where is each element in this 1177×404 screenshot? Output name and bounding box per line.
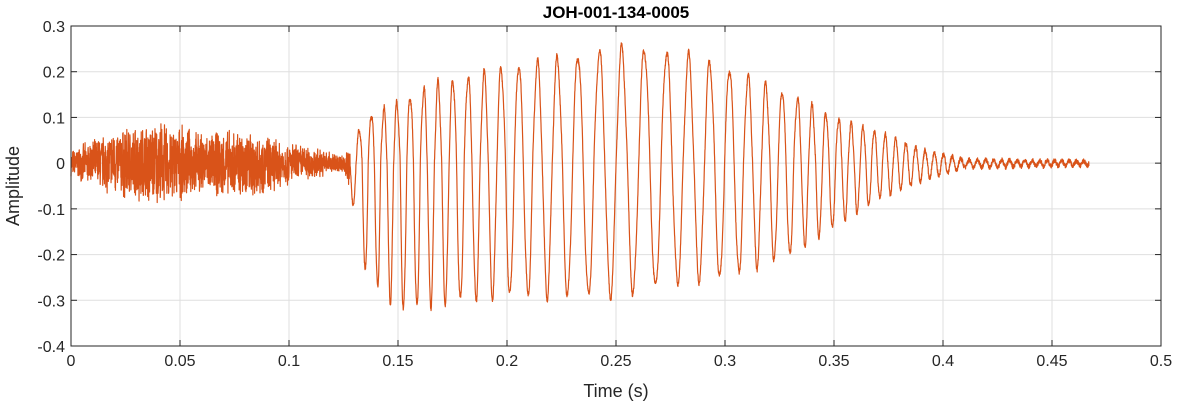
x-tick-label: 0.25 [600,353,631,370]
x-tick-label: 0.5 [1150,353,1172,370]
x-axis-label: Time (s) [583,381,648,401]
x-tick-label: 0.4 [932,353,954,370]
waveform-line [70,42,1090,312]
y-tick-labels: -0.4 -0.3 -0.2 -0.1 0 0.1 0.2 0.3 [37,19,65,356]
y-tick-label: 0.2 [43,65,65,82]
waveform-series [70,42,1090,312]
chart-title: JOH-001-134-0005 [543,3,689,22]
y-tick-label: 0 [56,156,65,173]
plot-frame [70,25,1162,347]
y-tick-label: -0.3 [37,293,65,310]
x-tick-label: 0.2 [496,353,518,370]
x-tick-label: 0.15 [382,353,413,370]
x-tick-label: 0.3 [714,353,736,370]
x-tick-label: 0 [67,353,76,370]
y-tick-label: 0.3 [43,19,65,36]
x-tick-label: 0.1 [278,353,300,370]
x-tick-labels: 0 0.05 0.1 0.15 0.2 0.25 0.3 0.35 0.4 0.45 0.5 [67,353,1173,370]
y-tick-label: -0.1 [37,202,65,219]
y-tick-label: -0.4 [37,339,65,356]
x-tick-label: 0.35 [818,353,849,370]
y-tick-label: 0.1 [43,110,65,127]
x-tick-label: 0.45 [1036,353,1067,370]
x-tick-label: 0.05 [164,353,195,370]
y-axis-label: Amplitude [3,146,23,226]
y-tick-label: -0.2 [37,248,65,265]
